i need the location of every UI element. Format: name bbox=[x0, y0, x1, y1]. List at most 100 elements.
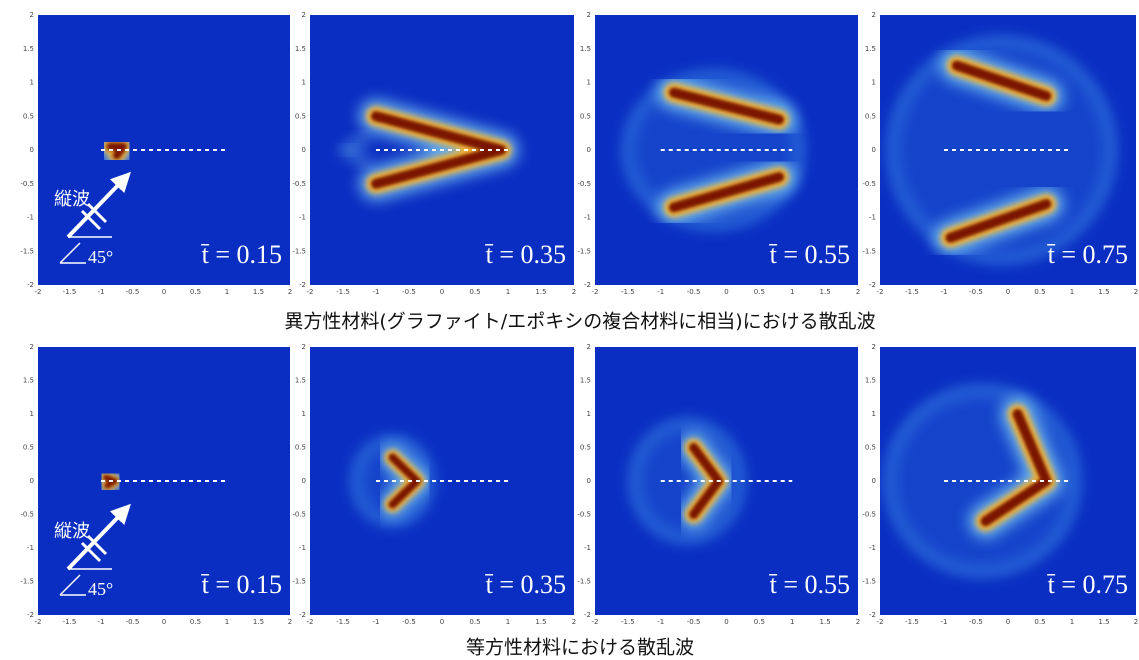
y-tick-label: -2 bbox=[584, 611, 591, 619]
y-tick-label: 0.5 bbox=[865, 444, 876, 452]
x-tick-label: -0.5 bbox=[687, 618, 701, 626]
x-tick-label: -2 bbox=[877, 618, 884, 626]
x-tick-label: -2 bbox=[307, 288, 314, 296]
wave-type: 縦波 bbox=[54, 521, 90, 541]
x-tick-label: 2 bbox=[856, 288, 860, 296]
x-tick-label: 1.5 bbox=[253, 618, 264, 626]
y-tick-label: -2 bbox=[299, 611, 306, 619]
x-tick-label: 0.5 bbox=[1034, 288, 1045, 296]
y-tick-label: 1.5 bbox=[865, 45, 876, 53]
x-tick-label: -1 bbox=[98, 618, 105, 626]
y-tick-label: -1 bbox=[869, 214, 876, 222]
y-tick-label: 0 bbox=[587, 477, 591, 485]
y-tick-label: 2 bbox=[30, 343, 34, 351]
x-tick-label: -1 bbox=[657, 288, 664, 296]
y-tick-label: 0.5 bbox=[295, 444, 306, 452]
y-tick-label: -2 bbox=[584, 281, 591, 289]
x-tick-label: 1 bbox=[225, 288, 229, 296]
time-label: t̄ = 0.55 bbox=[769, 240, 850, 269]
x-tick-label: 0.5 bbox=[469, 618, 480, 626]
x-tick-label: 0.5 bbox=[754, 288, 765, 296]
x-tick-label: 1 bbox=[790, 618, 794, 626]
x-tick-label: 0 bbox=[1006, 288, 1010, 296]
wave-type: 縦波 bbox=[54, 189, 90, 209]
x-tick-label: -1 bbox=[657, 618, 664, 626]
x-tick-label: -1 bbox=[373, 288, 380, 296]
caption: 異方性材料(グラファイト/エポキシの複合材料に相当)における散乱波 bbox=[284, 311, 875, 333]
y-tick-label: 1 bbox=[302, 410, 306, 418]
time-label: t̄ = 0.35 bbox=[485, 570, 566, 599]
y-tick-label: 0 bbox=[30, 146, 34, 154]
x-tick-label: 0.5 bbox=[754, 618, 765, 626]
x-tick-label: -0.5 bbox=[969, 618, 983, 626]
x-tick-label: 2 bbox=[572, 618, 576, 626]
x-tick-label: -0.5 bbox=[402, 288, 416, 296]
y-tick-label: 2 bbox=[30, 11, 34, 19]
y-tick-label: 1.5 bbox=[23, 45, 34, 53]
x-tick-label: 1.5 bbox=[253, 288, 264, 296]
x-tick-label: 2 bbox=[288, 288, 292, 296]
x-tick-label: 2 bbox=[288, 618, 292, 626]
y-tick-label: -2 bbox=[27, 281, 34, 289]
x-tick-label: -2 bbox=[592, 618, 599, 626]
y-tick-label: -1.5 bbox=[577, 247, 591, 255]
y-tick-label: 2 bbox=[302, 343, 306, 351]
x-tick-label: 0 bbox=[1006, 618, 1010, 626]
y-tick-label: 0 bbox=[872, 146, 876, 154]
y-tick-label: 2 bbox=[872, 343, 876, 351]
y-tick-label: 0.5 bbox=[23, 112, 34, 120]
y-tick-label: 1.5 bbox=[580, 377, 591, 385]
y-tick-label: 0 bbox=[872, 477, 876, 485]
y-tick-label: 2 bbox=[587, 343, 591, 351]
x-tick-label: -2 bbox=[35, 288, 42, 296]
y-tick-label: 0 bbox=[302, 146, 306, 154]
y-tick-label: -1.5 bbox=[20, 247, 34, 255]
y-tick-label: 1.5 bbox=[295, 377, 306, 385]
time-label: t̄ = 0.35 bbox=[485, 240, 566, 269]
y-tick-label: -1.5 bbox=[577, 578, 591, 586]
x-tick-label: 1.5 bbox=[1098, 618, 1109, 626]
y-tick-label: -1 bbox=[27, 544, 34, 552]
x-tick-label: 1.5 bbox=[535, 288, 546, 296]
time-label: t̄ = 0.75 bbox=[1047, 240, 1128, 269]
x-tick-label: 1 bbox=[790, 288, 794, 296]
x-tick-label: -0.5 bbox=[687, 288, 701, 296]
y-tick-label: 0 bbox=[587, 146, 591, 154]
y-tick-label: 0.5 bbox=[580, 444, 591, 452]
y-tick-label: 1.5 bbox=[295, 45, 306, 53]
y-tick-label: -1 bbox=[584, 214, 591, 222]
x-tick-label: 0 bbox=[724, 288, 728, 296]
y-tick-label: -0.5 bbox=[862, 180, 876, 188]
x-tick-label: 2 bbox=[572, 288, 576, 296]
time-label: t̄ = 0.15 bbox=[201, 240, 282, 269]
y-tick-label: 0 bbox=[30, 477, 34, 485]
x-tick-label: -1.5 bbox=[336, 618, 350, 626]
time-label: t̄ = 0.55 bbox=[769, 570, 850, 599]
angle-label: 45° bbox=[88, 579, 113, 599]
x-tick-label: 1.5 bbox=[820, 618, 831, 626]
x-tick-label: -0.5 bbox=[126, 288, 140, 296]
x-tick-label: 1.5 bbox=[535, 618, 546, 626]
y-tick-label: -1 bbox=[27, 214, 34, 222]
y-tick-label: -1 bbox=[299, 214, 306, 222]
y-tick-label: 1 bbox=[30, 410, 34, 418]
x-tick-label: -1.5 bbox=[621, 618, 635, 626]
y-tick-label: 0.5 bbox=[580, 112, 591, 120]
y-tick-label: 2 bbox=[587, 11, 591, 19]
x-tick-label: -1 bbox=[98, 288, 105, 296]
x-tick-label: -1.5 bbox=[905, 288, 919, 296]
wave-field bbox=[890, 391, 1076, 572]
x-tick-label: -1 bbox=[941, 618, 948, 626]
y-tick-label: -1.5 bbox=[20, 578, 34, 586]
y-tick-label: 1 bbox=[587, 79, 591, 87]
y-tick-label: -1 bbox=[299, 544, 306, 552]
angle-label: 45° bbox=[88, 247, 113, 267]
y-tick-label: 0.5 bbox=[23, 444, 34, 452]
y-tick-label: 1 bbox=[30, 79, 34, 87]
y-tick-label: -0.5 bbox=[20, 511, 34, 519]
x-tick-label: -2 bbox=[35, 618, 42, 626]
x-tick-label: 1 bbox=[506, 618, 510, 626]
y-tick-label: 0.5 bbox=[865, 112, 876, 120]
figure: t̄ = 0.15-2-2-1.5-1.5-1-1-0.5-0.5000.50.… bbox=[0, 0, 1139, 660]
x-tick-label: 0.5 bbox=[1034, 618, 1045, 626]
